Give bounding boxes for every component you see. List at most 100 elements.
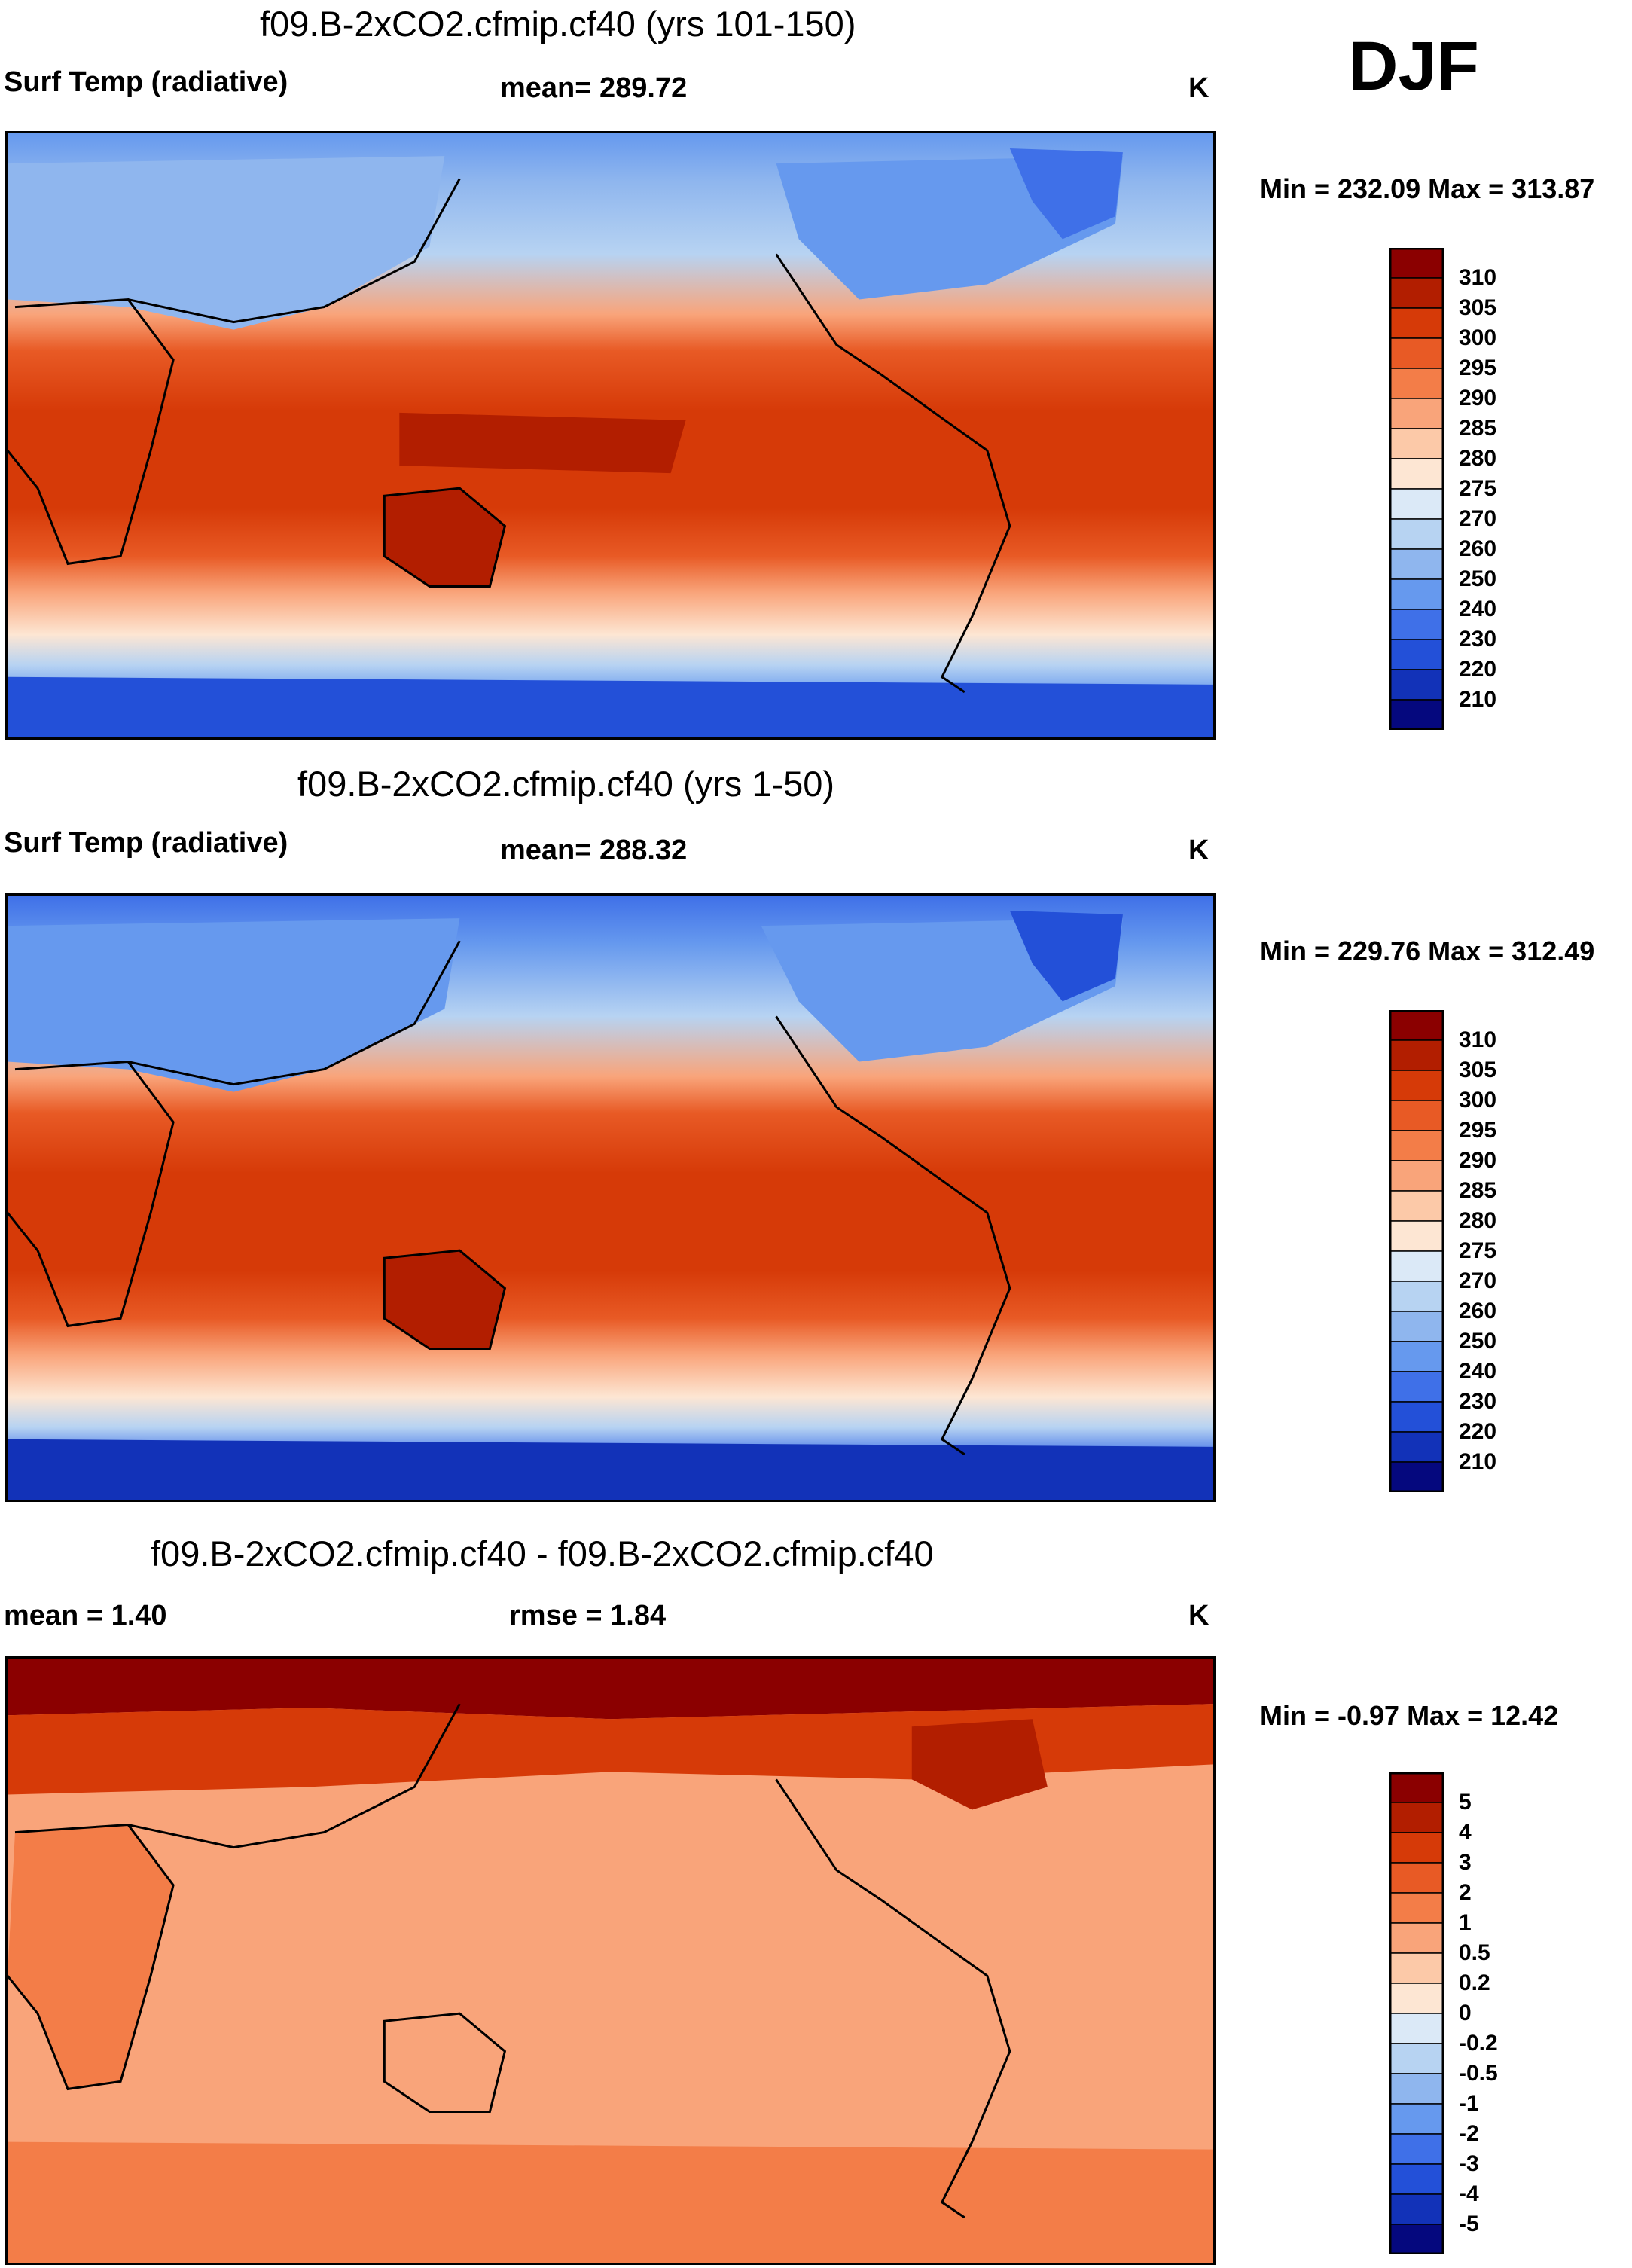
colorbar-swatch: [1389, 548, 1444, 580]
colorbar-tick-label: 290: [1459, 386, 1497, 411]
colorbar-tick-label: 5: [1459, 1790, 1472, 1815]
colorbar-swatch: [1389, 1431, 1444, 1463]
panel-2-units: K: [1188, 835, 1210, 866]
colorbar-swatch: [1389, 639, 1444, 670]
colorbar-swatch: [1389, 1772, 1444, 1803]
panel-2-antarctica: [8, 1439, 1213, 1500]
colorbar-swatch: [1389, 1190, 1444, 1222]
colorbar-tick-label: -4: [1459, 2181, 1479, 2206]
colorbar-tick-label: 220: [1459, 657, 1497, 682]
panel-1-coast-africa: [8, 298, 175, 566]
colorbar-swatch: [1389, 1311, 1444, 1342]
colorbar-tick-label: 285: [1459, 1178, 1497, 1203]
colorbar-tick-label: 270: [1459, 506, 1497, 531]
colorbar-tick-label: 0.2: [1459, 1970, 1490, 1995]
colorbar-swatch: [1389, 2163, 1444, 2195]
colorbar-tick-label: 3: [1459, 1850, 1472, 1875]
panel-2-colorbar: [1389, 1010, 1444, 1492]
panel-3-colorbar: [1389, 1772, 1444, 2254]
colorbar-swatch: [1389, 1010, 1444, 1041]
colorbar-tick-label: 210: [1459, 1449, 1497, 1474]
colorbar-tick-label: 240: [1459, 597, 1497, 621]
colorbar-swatch: [1389, 1983, 1444, 2014]
colorbar-tick-label: 280: [1459, 446, 1497, 471]
colorbar-tick-label: -2: [1459, 2121, 1479, 2146]
colorbar-swatch: [1389, 2013, 1444, 2044]
panel-2-cold-eurasia: [8, 918, 460, 1092]
colorbar-swatch: [1389, 669, 1444, 701]
panel-1-minmax: Min = 232.09 Max = 313.87: [1260, 173, 1595, 204]
panel-1-coast-australia: [383, 487, 507, 588]
panel-2-variable: Surf Temp (radiative): [4, 827, 288, 859]
colorbar-tick-label: -5: [1459, 2212, 1479, 2236]
colorbar-swatch: [1389, 518, 1444, 550]
panel-2-greenland: [1009, 911, 1123, 1002]
colorbar-swatch: [1389, 1281, 1444, 1312]
colorbar-swatch: [1389, 1100, 1444, 1131]
colorbar-swatch: [1389, 488, 1444, 520]
colorbar-swatch: [1389, 2224, 1444, 2254]
panel-3-coast-australia: [383, 2012, 507, 2114]
panel-2-title: f09.B-2xCO2.cfmip.cf40 (yrs 1-50): [297, 764, 835, 804]
colorbar-swatch: [1389, 337, 1444, 369]
colorbar-tick-label: 210: [1459, 687, 1497, 712]
colorbar-swatch: [1389, 1160, 1444, 1192]
panel-3-coast-eurasia: [127, 1703, 461, 1849]
panel-3-rmse: rmse = 1.84: [509, 1600, 667, 1632]
colorbar-swatch: [1389, 2133, 1444, 2165]
colorbar-swatch: [1389, 1401, 1444, 1433]
colorbar-frame: [1389, 248, 1444, 730]
colorbar-swatch: [1389, 307, 1444, 339]
colorbar-swatch: [1389, 1070, 1444, 1101]
season-label: DJF: [1348, 28, 1479, 105]
panel-1-mean: mean= 289.72: [500, 72, 688, 104]
colorbar-tick-label: 305: [1459, 1058, 1497, 1082]
colorbar-swatch: [1389, 1130, 1444, 1161]
colorbar-swatch: [1389, 1892, 1444, 1924]
panel-2-mean: mean= 288.32: [500, 835, 688, 866]
panel-1-australia: [384, 488, 505, 587]
colorbar-tick-label: 305: [1459, 295, 1497, 320]
colorbar-tick-label: 260: [1459, 1299, 1497, 1323]
colorbar-swatch: [1389, 2193, 1444, 2225]
colorbar-tick-label: -3: [1459, 2151, 1479, 2176]
colorbar-tick-label: 300: [1459, 1088, 1497, 1113]
colorbar-swatch: [1389, 1250, 1444, 1282]
panel-2-coast-americas: [775, 1015, 1011, 1456]
colorbar-swatch: [1389, 1922, 1444, 1954]
colorbar-swatch: [1389, 1952, 1444, 1984]
panel-3-africa: [8, 1824, 174, 2089]
panel-2-minmax: Min = 229.76 Max = 312.49: [1260, 936, 1595, 966]
panel-3-units: K: [1188, 1600, 1210, 1632]
colorbar-swatch: [1389, 2073, 1444, 2105]
colorbar-swatch: [1389, 1802, 1444, 1833]
colorbar-frame: [1389, 1772, 1444, 2254]
panel-2-coast-eurasia: [127, 940, 461, 1086]
colorbar-tick-label: -0.2: [1459, 2031, 1498, 2056]
colorbar-tick-label: 250: [1459, 1329, 1497, 1354]
panel-3-coast-africa: [8, 1823, 175, 2091]
panel-3-title: f09.B-2xCO2.cfmip.cf40 - f09.B-2xCO2.cfm…: [151, 1534, 934, 1574]
panel-1-greenland: [1009, 148, 1123, 240]
colorbar-tick-label: -1: [1459, 2091, 1479, 2116]
colorbar-frame: [1389, 1010, 1444, 1492]
colorbar-tick-label: 270: [1459, 1268, 1497, 1293]
colorbar-tick-label: 0.5: [1459, 1940, 1490, 1965]
colorbar-tick-label: 295: [1459, 1118, 1497, 1143]
panel-1-warm-pool: [399, 412, 686, 474]
panel-3-coast-americas: [775, 1778, 1011, 2219]
colorbar-swatch: [1389, 398, 1444, 429]
colorbar-tick-label: 2: [1459, 1880, 1472, 1905]
panel-2-map: [5, 893, 1216, 1502]
panel-3-arctic: [8, 1659, 1213, 1720]
panel-3-southern: [8, 2141, 1213, 2263]
colorbar-tick-label: 300: [1459, 325, 1497, 350]
colorbar-swatch: [1389, 2103, 1444, 2135]
panel-2-australia: [384, 1250, 505, 1349]
colorbar-swatch: [1389, 1341, 1444, 1372]
colorbar-tick-label: 4: [1459, 1820, 1472, 1845]
panel-1-title: f09.B-2xCO2.cfmip.cf40 (yrs 101-150): [260, 4, 856, 44]
colorbar-tick-label: 230: [1459, 627, 1497, 652]
panel-1-variable: Surf Temp (radiative): [4, 66, 288, 98]
colorbar-swatch: [1389, 1862, 1444, 1894]
